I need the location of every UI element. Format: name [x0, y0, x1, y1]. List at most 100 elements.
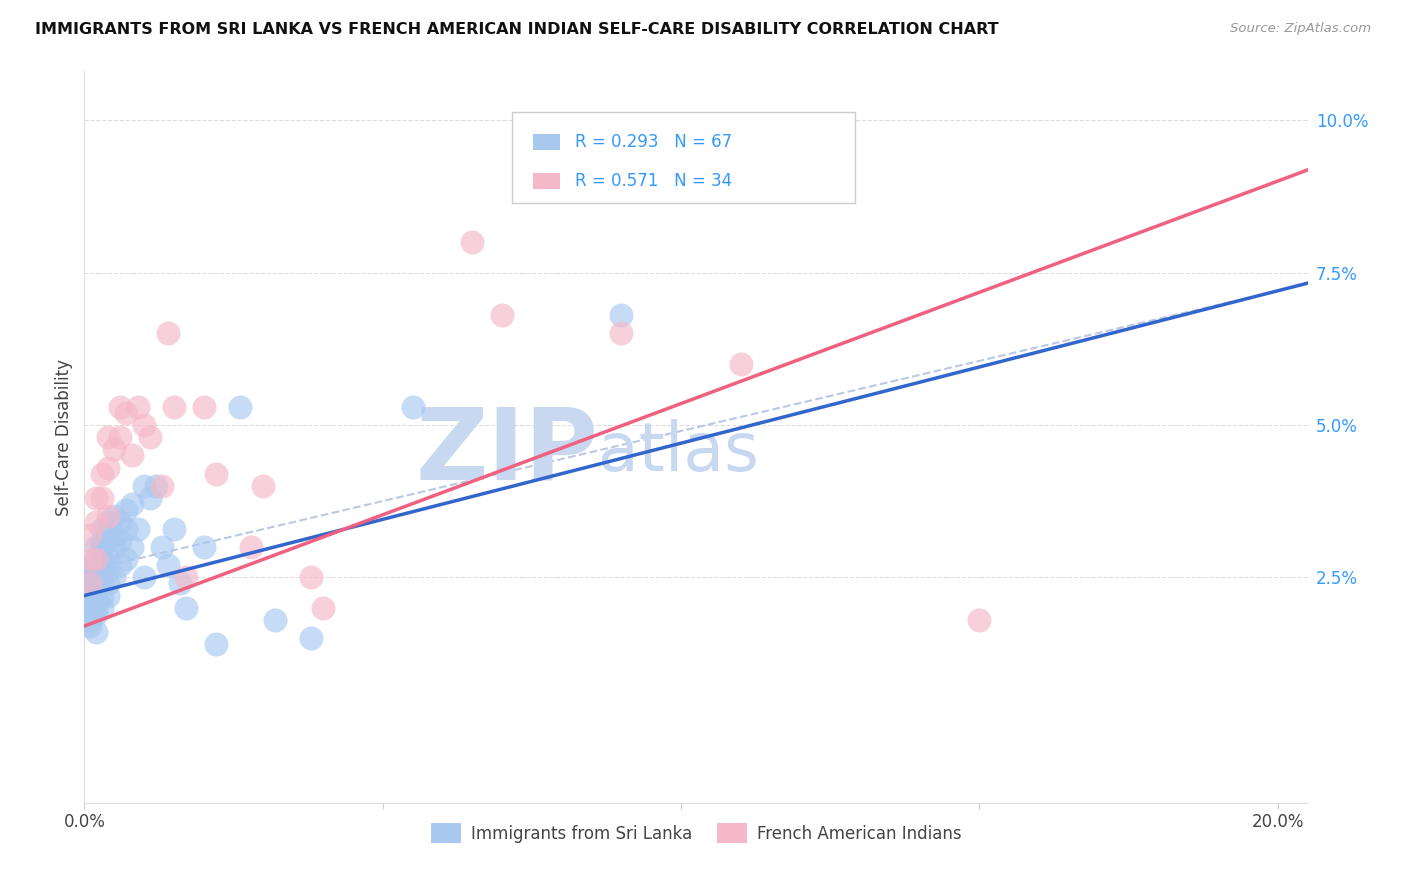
Point	[91, 589, 114, 603]
Point	[84, 516, 107, 530]
Point	[108, 516, 131, 530]
FancyBboxPatch shape	[533, 134, 560, 150]
Point	[169, 576, 191, 591]
Point	[115, 503, 138, 517]
Point	[132, 417, 155, 432]
Point	[115, 521, 138, 535]
Point	[84, 552, 107, 566]
Point	[97, 533, 120, 548]
Point	[252, 479, 274, 493]
Point	[108, 558, 131, 573]
Point	[139, 491, 162, 505]
Text: IMMIGRANTS FROM SRI LANKA VS FRENCH AMERICAN INDIAN SELF-CARE DISABILITY CORRELA: IMMIGRANTS FROM SRI LANKA VS FRENCH AMER…	[35, 22, 998, 37]
Point	[108, 400, 131, 414]
Point	[79, 576, 101, 591]
Point	[91, 521, 114, 535]
Point	[84, 552, 107, 566]
Point	[491, 308, 513, 322]
Point	[228, 400, 250, 414]
Point	[84, 600, 107, 615]
Point	[121, 448, 143, 462]
Point	[103, 509, 125, 524]
Point	[121, 497, 143, 511]
Point	[156, 326, 179, 341]
Point	[79, 576, 101, 591]
Point	[730, 357, 752, 371]
Point	[969, 613, 991, 627]
Point	[127, 400, 149, 414]
Point	[156, 558, 179, 573]
Point	[127, 521, 149, 535]
Point	[79, 619, 101, 633]
Point	[103, 527, 125, 541]
Point	[91, 540, 114, 554]
Point	[97, 509, 120, 524]
Point	[91, 491, 114, 505]
Point	[84, 558, 107, 573]
Point	[84, 576, 107, 591]
Point	[103, 570, 125, 584]
Point	[84, 540, 107, 554]
Point	[97, 527, 120, 541]
Point	[84, 570, 107, 584]
Point	[108, 533, 131, 548]
Point	[163, 400, 186, 414]
Point	[97, 430, 120, 444]
Point	[312, 600, 335, 615]
Point	[84, 625, 107, 640]
Point	[79, 600, 101, 615]
Point	[145, 479, 167, 493]
Point	[79, 594, 101, 608]
Point	[610, 308, 633, 322]
Point	[91, 564, 114, 578]
Point	[84, 607, 107, 621]
Point	[240, 540, 263, 554]
Point	[401, 400, 423, 414]
Point	[91, 600, 114, 615]
Point	[204, 637, 226, 651]
Point	[84, 491, 107, 505]
Point	[132, 479, 155, 493]
Point	[97, 552, 120, 566]
Point	[79, 564, 101, 578]
Point	[163, 521, 186, 535]
Point	[84, 594, 107, 608]
Point	[79, 552, 101, 566]
Point	[97, 460, 120, 475]
Point	[79, 582, 101, 597]
Point	[97, 564, 120, 578]
Point	[84, 564, 107, 578]
Point	[103, 540, 125, 554]
Point	[79, 527, 101, 541]
Point	[91, 467, 114, 481]
Point	[204, 467, 226, 481]
Point	[108, 430, 131, 444]
Point	[97, 576, 120, 591]
Point	[91, 533, 114, 548]
Point	[299, 632, 322, 646]
Text: R = 0.293   N = 67: R = 0.293 N = 67	[575, 133, 733, 151]
Point	[97, 589, 120, 603]
Point	[84, 589, 107, 603]
Point	[299, 570, 322, 584]
Point	[150, 479, 173, 493]
Point	[461, 235, 484, 249]
Point	[79, 607, 101, 621]
Point	[97, 516, 120, 530]
Legend: Immigrants from Sri Lanka, French American Indians: Immigrants from Sri Lanka, French Americ…	[423, 817, 969, 849]
Point	[115, 552, 138, 566]
Point	[264, 613, 287, 627]
Point	[174, 600, 197, 615]
Y-axis label: Self-Care Disability: Self-Care Disability	[55, 359, 73, 516]
Point	[91, 576, 114, 591]
Point	[610, 326, 633, 341]
Point	[193, 540, 215, 554]
Text: Source: ZipAtlas.com: Source: ZipAtlas.com	[1230, 22, 1371, 36]
Point	[91, 558, 114, 573]
Point	[139, 430, 162, 444]
Point	[174, 570, 197, 584]
Point	[115, 406, 138, 420]
Point	[103, 442, 125, 457]
Point	[84, 582, 107, 597]
Point	[91, 552, 114, 566]
